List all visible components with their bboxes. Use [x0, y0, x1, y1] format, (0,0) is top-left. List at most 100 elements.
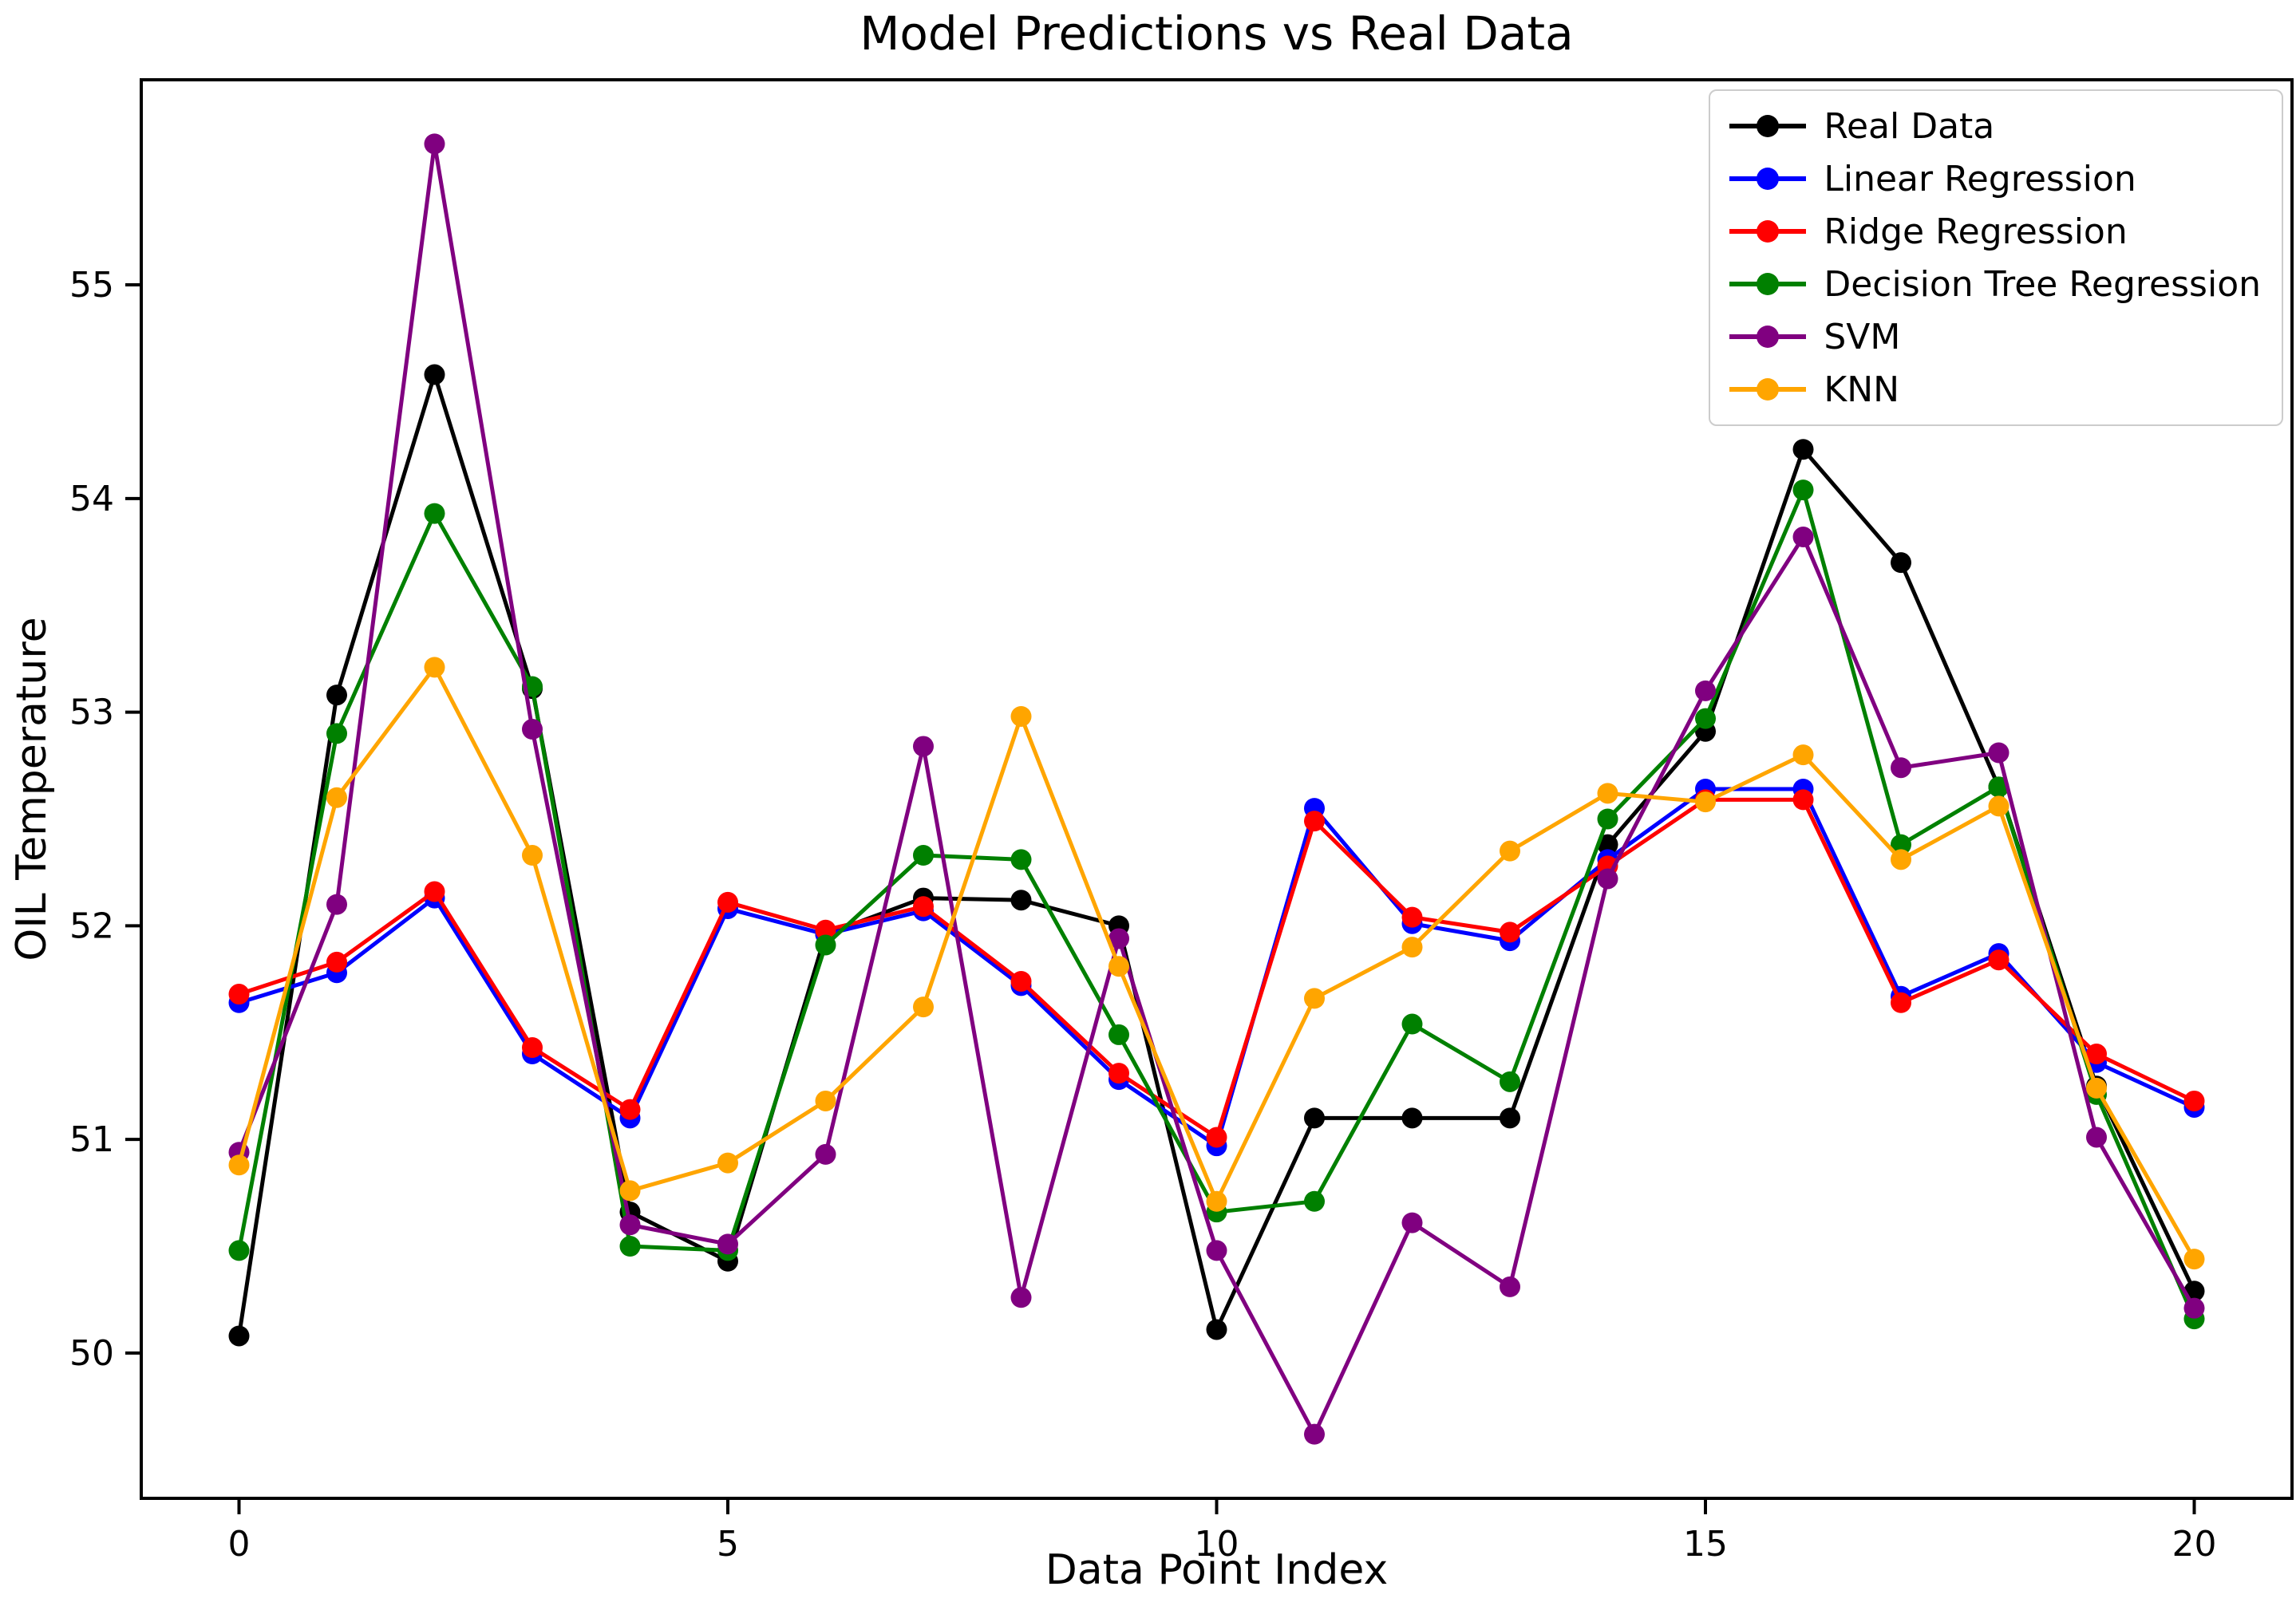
data-point-real-data: [1010, 890, 1032, 911]
series-decision-tree-regression: [228, 479, 2205, 1330]
data-point-real-data: [1206, 1319, 1227, 1340]
data-point-knn: [1304, 988, 1325, 1009]
data-point-knn: [1401, 937, 1423, 958]
legend-label: Ridge Regression: [1824, 211, 2128, 252]
data-point-svm: [2183, 1297, 2205, 1319]
legend-label: SVM: [1824, 316, 1901, 357]
data-point-decision-tree-regression: [1108, 1024, 1129, 1045]
data-point-decision-tree-regression: [1597, 808, 1618, 830]
data-point-knn: [228, 1154, 250, 1176]
data-point-knn: [717, 1152, 738, 1174]
data-point-knn: [1206, 1190, 1227, 1212]
data-point-knn: [1108, 956, 1129, 977]
data-point-real-data: [1792, 439, 1814, 460]
x-axis-label: Data Point Index: [1045, 1546, 1389, 1594]
data-point-svm: [1010, 1287, 1032, 1308]
data-point-ridge-regression: [1988, 949, 2009, 971]
y-tick-label: 50: [69, 1333, 114, 1374]
y-tick-label: 54: [69, 479, 114, 519]
x-tick-label: 20: [2172, 1524, 2217, 1565]
data-point-svm: [1891, 757, 1911, 779]
data-point-decision-tree-regression: [1010, 849, 1032, 870]
legend-item-svm: SVM: [1728, 316, 2261, 357]
x-tick-label: 0: [228, 1524, 251, 1565]
data-point-svm: [2086, 1127, 2107, 1148]
data-point-ridge-regression: [913, 896, 934, 918]
data-point-decision-tree-regression: [1304, 1190, 1325, 1212]
data-point-knn: [2183, 1249, 2205, 1270]
series-svm: [228, 133, 2205, 1445]
data-point-real-data: [1401, 1107, 1423, 1129]
data-point-knn: [424, 657, 445, 678]
legend-marker-icon: [1729, 273, 1807, 295]
legend-marker-icon: [1729, 326, 1807, 348]
data-point-svm: [1500, 1276, 1520, 1297]
data-point-real-data: [1500, 1107, 1520, 1129]
plot-border: [140, 78, 2294, 1500]
x-tick-label: 10: [1195, 1524, 1239, 1565]
data-point-knn: [1695, 791, 1716, 813]
data-point-svm: [1304, 1423, 1325, 1445]
data-point-decision-tree-regression: [424, 503, 445, 524]
data-point-knn: [619, 1180, 641, 1202]
data-point-ridge-regression: [522, 1037, 543, 1059]
data-point-ridge-regression: [1500, 922, 1520, 943]
series-linear-regression: [228, 779, 2205, 1157]
data-point-knn: [326, 787, 347, 808]
data-point-decision-tree-regression: [815, 934, 836, 956]
data-point-decision-tree-regression: [1500, 1071, 1520, 1092]
legend-label: Real Data: [1824, 105, 1995, 147]
legend-item-real-data: Real Data: [1728, 105, 2261, 147]
legend-marker-icon: [1729, 378, 1807, 401]
data-point-real-data: [1891, 552, 1911, 574]
y-tick-label: 51: [69, 1119, 114, 1160]
y-tick-label: 53: [69, 693, 114, 733]
data-point-svm: [1988, 742, 2009, 764]
legend-item-linear-regression: Linear Regression: [1728, 158, 2261, 199]
data-point-svm: [1401, 1212, 1423, 1233]
data-point-ridge-regression: [1792, 789, 1814, 811]
legend-label: Decision Tree Regression: [1824, 263, 2261, 305]
data-point-ridge-regression: [424, 881, 445, 902]
data-point-knn: [1500, 840, 1520, 862]
data-point-svm: [424, 133, 445, 155]
data-point-real-data: [424, 364, 445, 385]
legend-item-decision-tree-regression: Decision Tree Regression: [1728, 263, 2261, 305]
series-knn: [228, 657, 2205, 1270]
data-point-svm: [1792, 527, 1814, 548]
x-tick-label: 15: [1683, 1524, 1728, 1565]
data-point-svm: [913, 736, 934, 757]
axis-ticks: 50 51 52 53 54 55 0 5 10 15 20: [69, 265, 2217, 1565]
data-point-ridge-regression: [1206, 1127, 1227, 1148]
data-point-decision-tree-regression: [228, 1240, 250, 1261]
data-point-knn: [1010, 705, 1032, 727]
data-point-real-data: [326, 685, 347, 706]
data-point-knn: [1792, 744, 1814, 766]
legend: Real Data Linear Regression Ridge Regressi…: [1709, 89, 2283, 426]
data-point-ridge-regression: [2086, 1044, 2107, 1065]
data-point-knn: [1891, 849, 1911, 870]
data-point-svm: [1597, 868, 1618, 890]
data-point-knn: [2086, 1077, 2107, 1099]
data-point-decision-tree-regression: [1695, 708, 1716, 729]
data-point-ridge-regression: [815, 919, 836, 941]
data-point-ridge-regression: [1108, 1063, 1129, 1084]
data-point-ridge-regression: [1010, 970, 1032, 992]
data-point-decision-tree-regression: [326, 723, 347, 744]
data-point-knn: [815, 1090, 836, 1111]
data-point-ridge-regression: [228, 984, 250, 1005]
data-point-decision-tree-regression: [619, 1236, 641, 1257]
data-point-ridge-regression: [717, 891, 738, 913]
data-point-decision-tree-regression: [913, 845, 934, 866]
data-point-real-data: [228, 1325, 250, 1347]
data-point-ridge-regression: [619, 1099, 641, 1120]
legend-label: KNN: [1824, 369, 1900, 410]
data-point-decision-tree-regression: [1792, 479, 1814, 501]
data-point-ridge-regression: [326, 951, 347, 973]
x-tick-label: 5: [717, 1524, 739, 1565]
data-point-knn: [522, 845, 543, 866]
y-tick-label: 52: [69, 906, 114, 946]
data-point-real-data: [1304, 1107, 1325, 1129]
data-point-svm: [1695, 680, 1716, 701]
data-point-real-data: [1597, 834, 1618, 855]
